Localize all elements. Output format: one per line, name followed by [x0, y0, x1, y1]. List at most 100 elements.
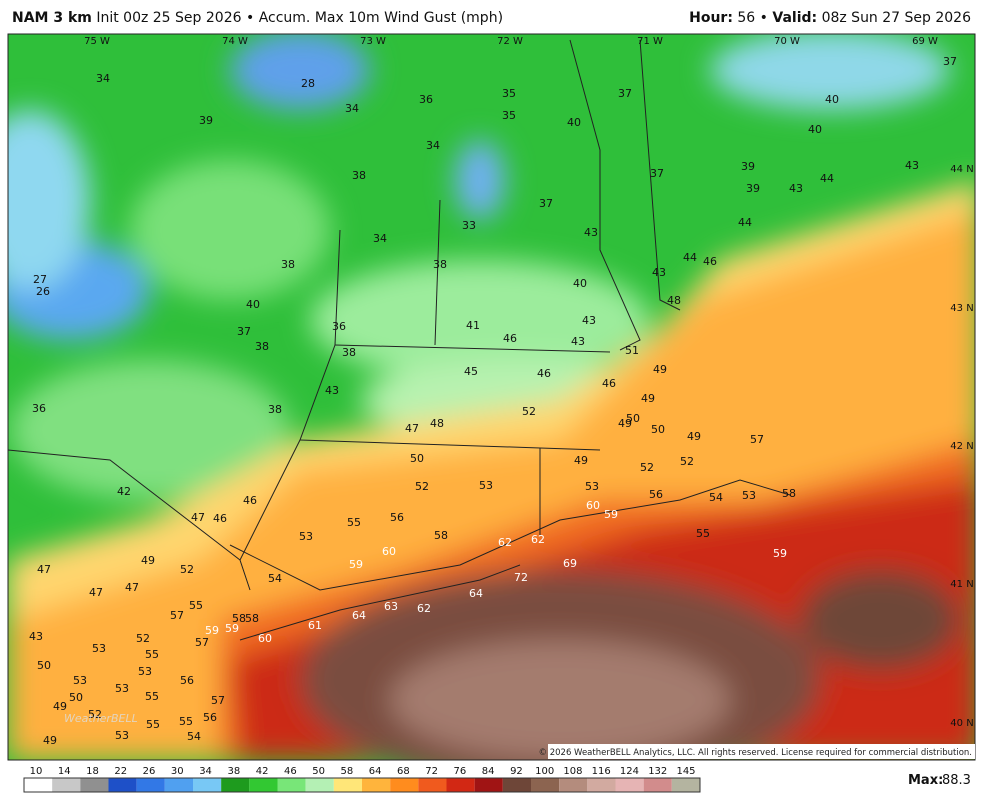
- gust-label: 62: [531, 533, 545, 546]
- gust-label: 53: [479, 479, 493, 492]
- colorbar-swatch: [221, 778, 250, 792]
- gust-label: 55: [145, 690, 159, 703]
- product: Accum. Max 10m Wind Gust (mph): [258, 10, 504, 26]
- gust-label: 55: [347, 516, 361, 529]
- gust-label: 46: [537, 367, 551, 380]
- copyright: © 2026 WeatherBELL Analytics, LLC. All r…: [539, 748, 972, 758]
- gust-label: 35: [502, 87, 516, 100]
- lon-label: 71 W: [637, 36, 663, 47]
- gust-label: 60: [382, 545, 396, 558]
- gust-label: 38: [281, 258, 295, 271]
- colorbar-swatch: [80, 778, 109, 792]
- gust-label: 49: [618, 417, 632, 430]
- gust-label: 60: [258, 632, 272, 645]
- gust-label: 40: [246, 298, 260, 311]
- gust-label: 44: [683, 251, 697, 264]
- gust-label: 59: [604, 508, 618, 521]
- lat-label: 41 N: [950, 579, 973, 590]
- gust-label: 39: [199, 114, 213, 127]
- gust-label: 37: [618, 87, 632, 100]
- colorbar-swatch: [277, 778, 306, 792]
- gust-label: 53: [73, 674, 87, 687]
- gust-label: 57: [211, 694, 225, 707]
- colorbar-swatch: [643, 778, 672, 792]
- sep: •: [245, 10, 255, 26]
- gust-label: 46: [703, 255, 717, 268]
- gust-label: 47: [191, 511, 205, 524]
- colorbar-swatch: [193, 778, 222, 792]
- colorbar-swatch: [108, 778, 137, 792]
- colorbar-tick: 46: [284, 766, 297, 777]
- gust-label: 47: [89, 586, 103, 599]
- model: NAM 3 km: [12, 10, 92, 26]
- copyright-bg: [548, 744, 975, 759]
- gust-label: 58: [434, 529, 448, 542]
- gust-label: 49: [687, 430, 701, 443]
- gust-label: 52: [136, 632, 150, 645]
- gust-label: 59: [349, 558, 363, 571]
- gust-label: 36: [419, 93, 433, 106]
- gust-label: 38: [255, 340, 269, 353]
- gust-label: 47: [37, 563, 51, 576]
- gust-label: 46: [503, 332, 517, 345]
- lat-label: 40 N: [950, 718, 973, 729]
- colorbar-swatch: [333, 778, 362, 792]
- gust-label: 43: [905, 159, 919, 172]
- gust-label: 38: [342, 346, 356, 359]
- gust-label: 50: [37, 659, 51, 672]
- gust-label: 55: [146, 718, 160, 731]
- gust-label: 48: [667, 294, 681, 307]
- gust-label: 27: [33, 273, 47, 286]
- gust-label: 39: [741, 160, 755, 173]
- gust-label: 34: [345, 102, 359, 115]
- gust-label: 56: [649, 488, 663, 501]
- init: Init 00z 25 Sep 2026: [96, 10, 242, 26]
- gust-label: 63: [384, 600, 398, 613]
- colorbar-tick: 18: [86, 766, 99, 777]
- gust-label: 28: [301, 77, 315, 90]
- colorbar-swatch: [446, 778, 475, 792]
- valid: 08z Sun 27 Sep 2026: [821, 10, 971, 26]
- gust-label: 43: [582, 314, 596, 327]
- gust-label: 51: [625, 344, 639, 357]
- gust-label: 56: [390, 511, 404, 524]
- colorbar-tick: 132: [648, 766, 667, 777]
- gust-label: 26: [36, 285, 50, 298]
- colorbar-tick: 22: [114, 766, 127, 777]
- gust-label: 37: [237, 325, 251, 338]
- max-label: Max:: [908, 773, 943, 788]
- gust-label: 43: [789, 182, 803, 195]
- colorbar-swatch: [136, 778, 165, 792]
- gust-label: 38: [352, 169, 366, 182]
- map-frame: [7, 33, 976, 761]
- gust-label: 53: [92, 642, 106, 655]
- gust-label: 54: [187, 730, 201, 743]
- gust-label: 55: [145, 648, 159, 661]
- lat-label: 42 N: [950, 441, 973, 452]
- gust-label: 40: [573, 277, 587, 290]
- gust-label: 39: [746, 182, 760, 195]
- colorbar-swatch: [502, 778, 531, 792]
- gust-label: 43: [571, 335, 585, 348]
- colorbar-tick: 30: [171, 766, 184, 777]
- gust-label: 38: [268, 403, 282, 416]
- lon-label: 70 W: [774, 36, 800, 47]
- gust-label: 69: [563, 557, 577, 570]
- colorbar-tick: 14: [58, 766, 71, 777]
- gust-label: 42: [117, 485, 131, 498]
- gust-label: 61: [308, 619, 322, 632]
- gust-label: 49: [141, 554, 155, 567]
- colorbar-tick: 38: [227, 766, 240, 777]
- gust-label: 53: [742, 489, 756, 502]
- gust-label: 43: [652, 266, 666, 279]
- gust-label: 33: [462, 219, 476, 232]
- field: 75 W 74 W 73 W 72 W 71 W 70 W 69 W 44 N 43 N 42 N…: [8, 34, 975, 760]
- gust-label: 59: [205, 624, 219, 637]
- valid-label: Valid:: [772, 10, 818, 26]
- lon-label: 72 W: [497, 36, 523, 47]
- gust-label: 49: [641, 392, 655, 405]
- gust-label: 58: [782, 487, 796, 500]
- gust-label: 60: [586, 499, 600, 512]
- gust-label: 55: [696, 527, 710, 540]
- hour: 56: [737, 10, 756, 26]
